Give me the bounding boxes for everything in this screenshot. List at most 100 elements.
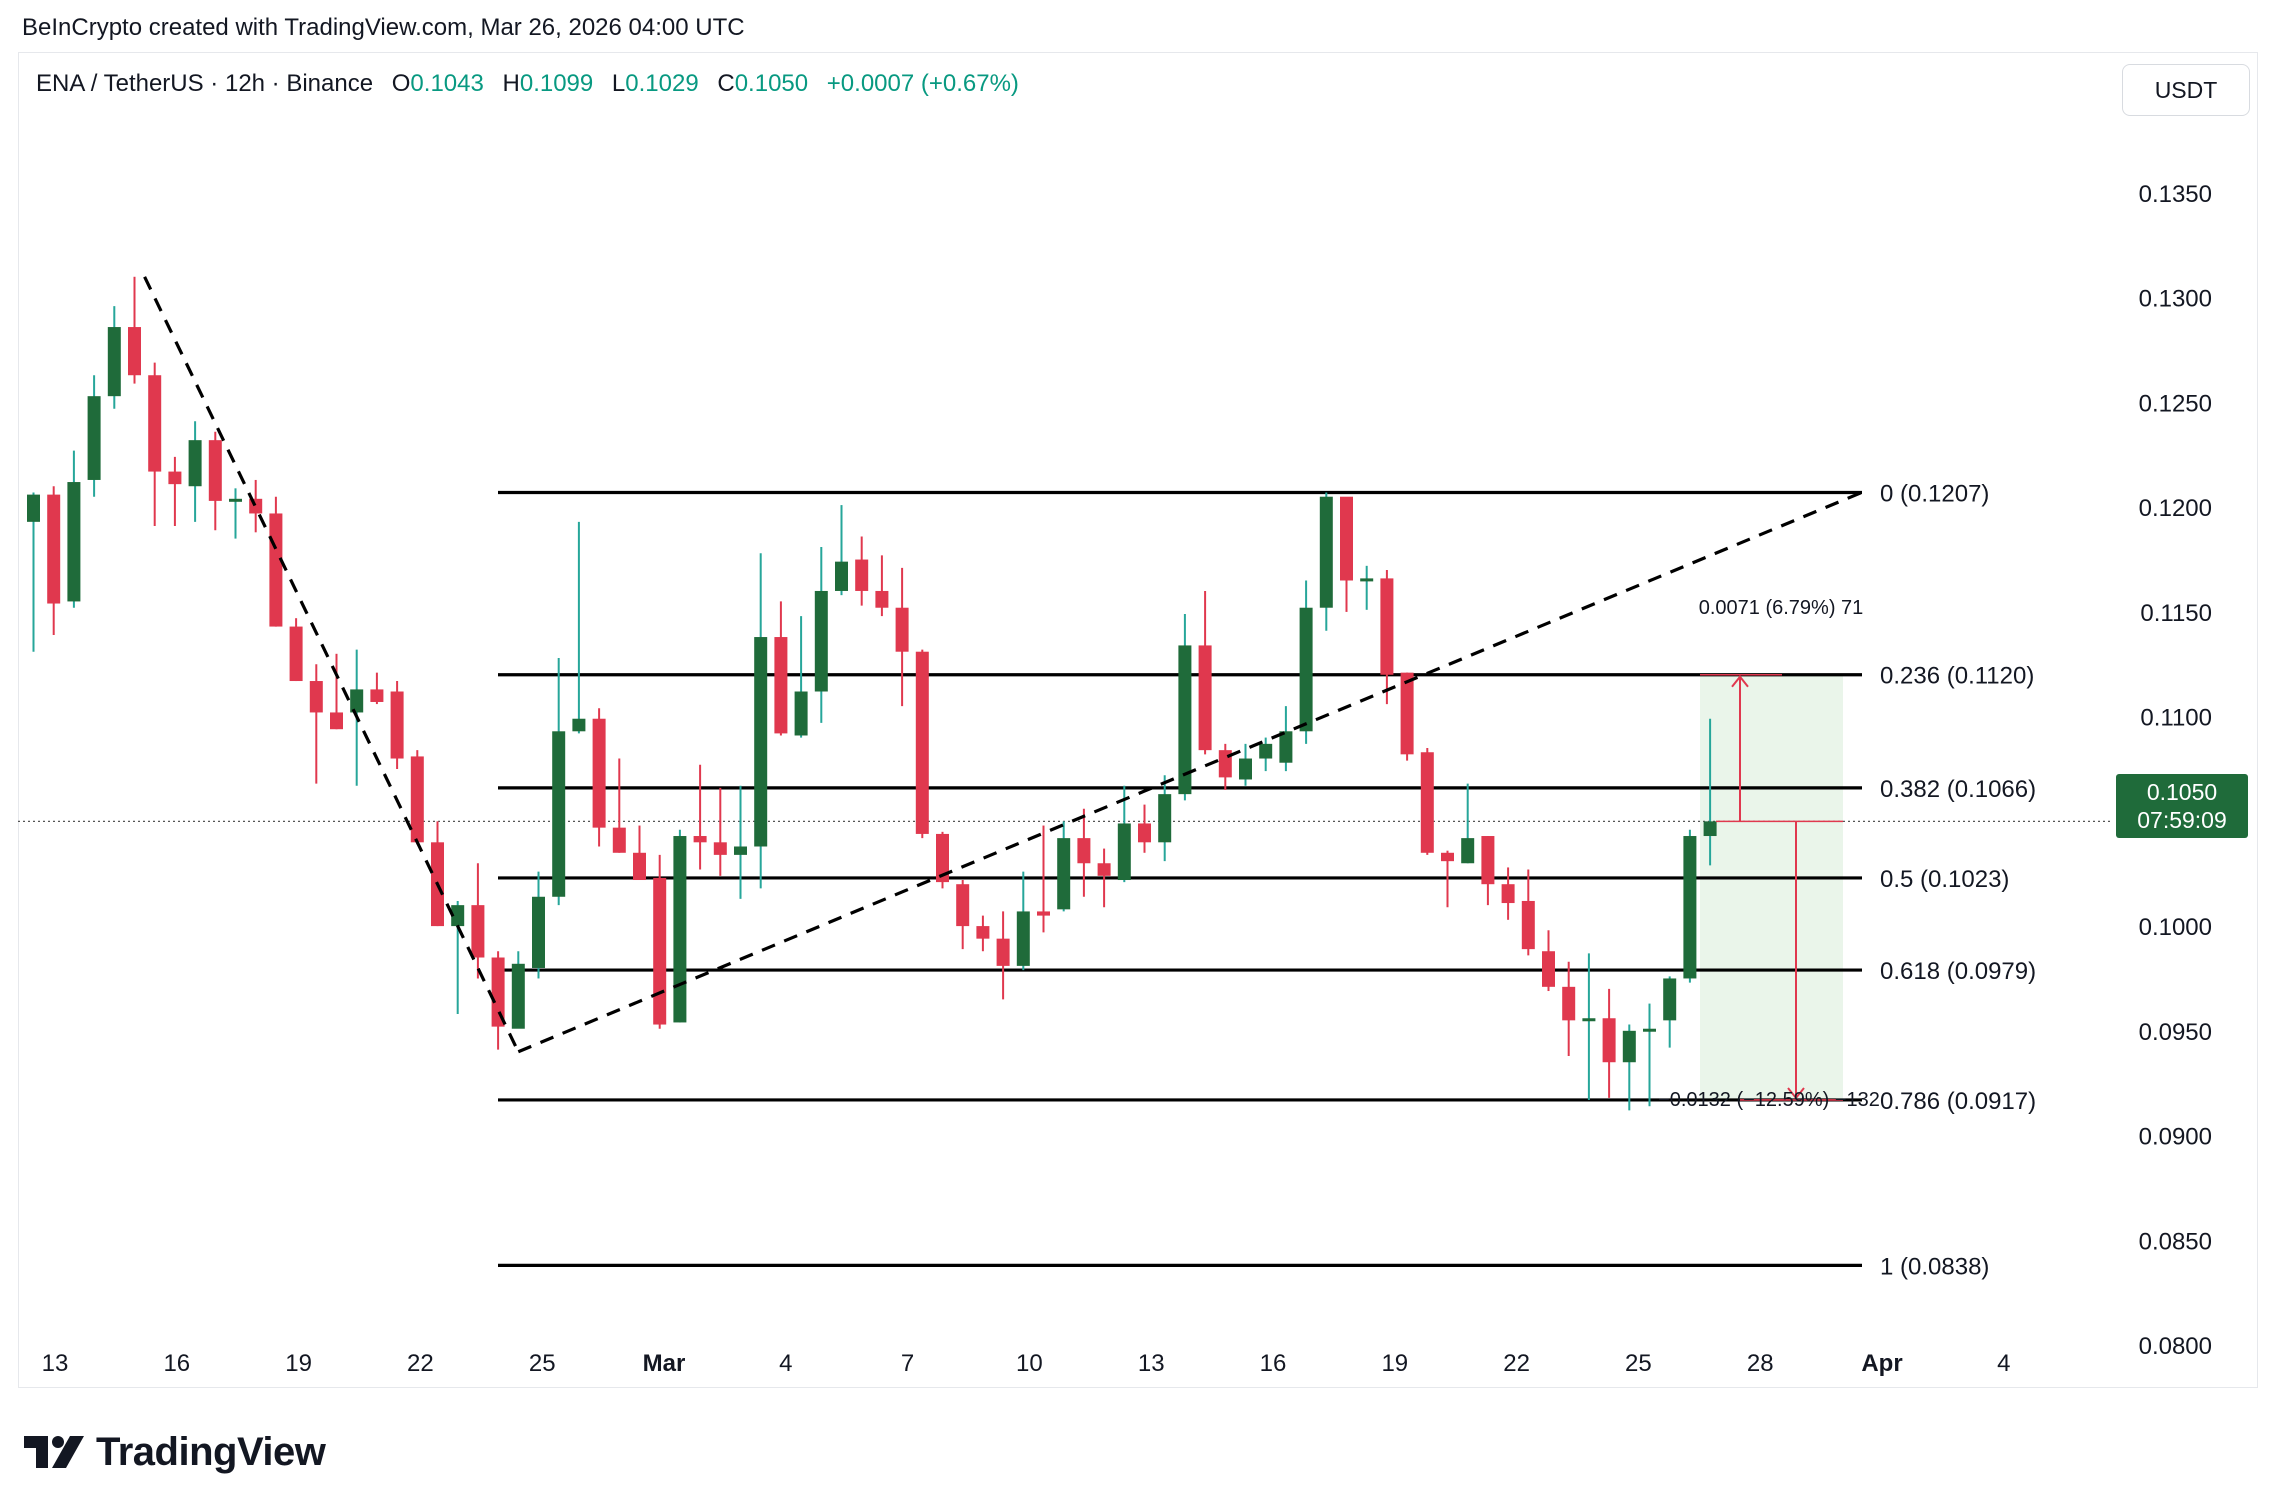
candle-body (1380, 578, 1394, 675)
candle-body (1643, 1028, 1656, 1032)
candle-body (1117, 823, 1131, 881)
candle-body (572, 718, 586, 732)
candle-body (713, 842, 727, 855)
candle-body (855, 559, 869, 591)
high-value: 0.1099 (519, 70, 594, 97)
y-axis-tick-label: 0.0900 (2139, 1124, 2212, 1151)
candle-body (1239, 758, 1252, 780)
candle-body (1259, 743, 1273, 759)
candle-body (47, 494, 61, 604)
candle-body (188, 440, 202, 487)
candle-body (451, 905, 465, 927)
candle-body (1077, 838, 1091, 864)
fib-level-label: 0.236 (0.1120) (1880, 663, 2034, 690)
measure-range-box (1700, 674, 1843, 1100)
y-axis-tick-label: 0.0850 (2139, 1228, 2212, 1255)
candle-body (330, 712, 343, 730)
y-axis-tick-label: 0.1350 (2139, 181, 2212, 208)
low-label: L (611, 70, 626, 97)
x-axis-tick-label: 19 (1381, 1350, 1408, 1377)
candle-body (673, 836, 687, 1023)
ohlc-legend: ENA / TetherUS · 12h · Binance O0.1043 H… (36, 70, 1019, 98)
candle-body (936, 833, 949, 883)
candle-body (532, 896, 545, 968)
candle-body (370, 689, 384, 702)
candle-body (1279, 731, 1293, 763)
trend-line (143, 276, 520, 1053)
candle-body (107, 327, 121, 397)
y-axis-tick-label: 0.1000 (2139, 914, 2212, 941)
candle-body (229, 498, 242, 502)
candle-body (774, 637, 788, 734)
candle-body (693, 836, 707, 843)
candle-body (1178, 645, 1192, 795)
y-axis-tick-label: 0.1200 (2139, 495, 2212, 522)
candle-body (1037, 911, 1050, 916)
candle-body (1582, 1018, 1596, 1022)
candle-body (410, 756, 424, 843)
fib-level-label: 0.5 (0.1023) (1880, 866, 2009, 893)
candle-body (1521, 900, 1535, 950)
fib-level-label: 0 (0.1207) (1880, 481, 1989, 508)
y-axis-tick-label: 0.1250 (2139, 390, 2212, 417)
candle-body (1501, 884, 1515, 904)
x-axis-tick-label: 19 (285, 1350, 312, 1377)
x-axis-tick-label: 4 (1997, 1350, 2010, 1377)
y-axis-tick-label: 0.0950 (2139, 1019, 2212, 1046)
close-label: C (717, 70, 735, 97)
candle-body (895, 607, 909, 652)
candle-body (1481, 836, 1495, 885)
current-price-tag: 0.1050 07:59:09 (2116, 774, 2248, 838)
candle-body (208, 440, 222, 501)
x-axis-tick-label: 13 (1138, 1350, 1165, 1377)
candle-body (814, 590, 828, 692)
current-price-value: 0.1050 (2146, 779, 2218, 805)
tradingview-logo[interactable]: TradingView (22, 1430, 326, 1474)
close-value: 0.1050 (734, 70, 809, 97)
candle-body (67, 482, 81, 602)
candle-body (1400, 672, 1414, 755)
candle-body (552, 731, 566, 897)
x-axis-tick-label: 16 (163, 1350, 190, 1377)
candle-body (612, 827, 626, 853)
x-axis-tick-label: 4 (779, 1350, 792, 1377)
candle-body (1602, 1018, 1616, 1063)
candle-body (390, 691, 404, 759)
candle-body (754, 637, 768, 847)
candle-body (1683, 836, 1697, 979)
candle-body (1461, 838, 1475, 864)
fib-level-label: 1 (0.0838) (1880, 1253, 1989, 1280)
candle-body (794, 691, 808, 736)
x-axis-tick-label: 10 (1016, 1350, 1043, 1377)
fib-level-label: 0.382 (0.1066) (1880, 776, 2036, 803)
x-axis-tick-label: 25 (529, 1350, 556, 1377)
candle-body (87, 396, 101, 480)
symbol-label[interactable]: ENA / TetherUS · 12h · Binance (36, 70, 374, 97)
change-value: +0.0007 (+0.67%) (826, 70, 1019, 97)
open-label: O (391, 70, 411, 97)
open-value: 0.1043 (410, 70, 484, 97)
candle-body (491, 957, 505, 1027)
candle-body (592, 718, 606, 828)
candle-body (1360, 578, 1374, 582)
high-label: H (502, 70, 520, 97)
measure-up-arrowhead (1731, 675, 1749, 688)
measure-up-label: 0.0071 (6.79%) 71 (1699, 597, 1864, 619)
chart-credit: BeInCrypto created with TradingView.com,… (22, 14, 745, 41)
x-axis-tick-label: Mar (643, 1350, 686, 1377)
candle-body (511, 963, 525, 1029)
candle-body (1703, 821, 1717, 837)
x-axis-tick-label: 22 (407, 1350, 434, 1377)
candle-body (471, 905, 485, 958)
x-axis-tick-label: 28 (1747, 1350, 1774, 1377)
fib-level-label: 0.786 (0.0917) (1880, 1088, 2036, 1115)
candle-body (1622, 1030, 1636, 1063)
currency-button[interactable]: USDT (2122, 64, 2250, 116)
candle-body (269, 513, 283, 627)
x-axis-tick-label: 13 (42, 1350, 69, 1377)
candle-body (1016, 911, 1030, 966)
candle-body (1663, 978, 1677, 1021)
y-axis-tick-label: 0.1100 (2140, 705, 2212, 732)
chart-frame (18, 52, 2258, 1388)
